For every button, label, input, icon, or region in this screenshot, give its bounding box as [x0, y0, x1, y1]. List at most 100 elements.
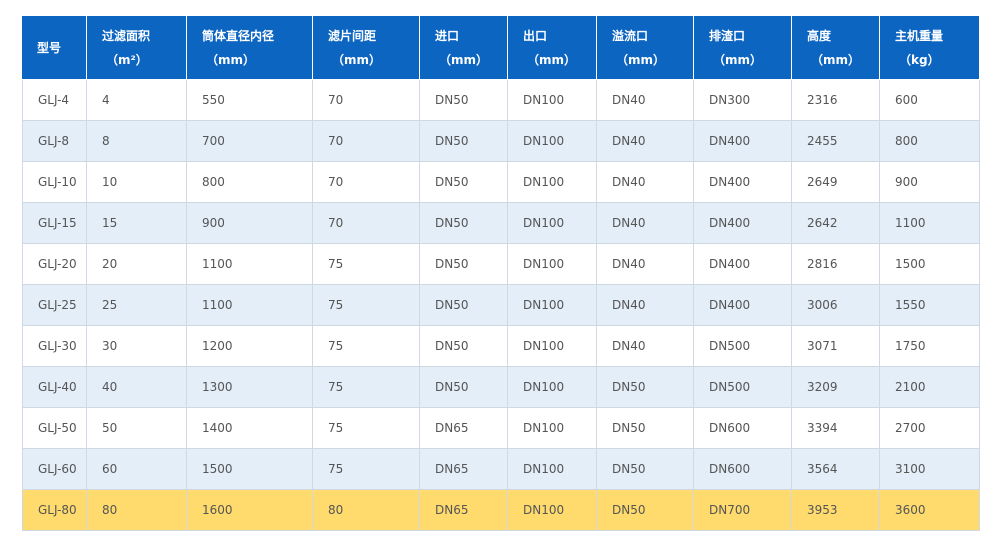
- table-cell: DN100: [508, 449, 597, 490]
- table-cell: DN100: [508, 80, 597, 121]
- table-cell: 75: [313, 449, 420, 490]
- table-cell: 10: [87, 162, 187, 203]
- table-cell: GLJ-30: [22, 326, 87, 367]
- table-cell: 2100: [880, 367, 980, 408]
- header-text: 型号: [37, 40, 62, 55]
- table-cell: DN100: [508, 203, 597, 244]
- table-cell: GLJ-8: [22, 121, 87, 162]
- table-cell: DN500: [694, 326, 792, 367]
- table-cell: DN600: [694, 408, 792, 449]
- table-cell: 1100: [880, 203, 980, 244]
- table-cell: 700: [187, 121, 313, 162]
- header-text: （mm）: [713, 52, 763, 67]
- table-cell: 3953: [792, 490, 880, 531]
- table-cell: GLJ-40: [22, 367, 87, 408]
- header-text: （mm）: [527, 52, 577, 67]
- table-cell: DN100: [508, 408, 597, 449]
- table-cell: DN300: [694, 80, 792, 121]
- header-text: 排渣口: [709, 28, 746, 43]
- table-cell: 4: [87, 80, 187, 121]
- table-cell: 70: [313, 121, 420, 162]
- table-cell: DN40: [597, 162, 694, 203]
- table-cell: 1750: [880, 326, 980, 367]
- header-text: （m²）: [106, 52, 148, 67]
- table-cell: 40: [87, 367, 187, 408]
- table-cell: 70: [313, 203, 420, 244]
- table-cell: DN100: [508, 121, 597, 162]
- header-cell: 主机重量 （kg）: [880, 16, 980, 80]
- table-cell: 1500: [187, 449, 313, 490]
- header-text: （kg）: [899, 52, 940, 67]
- header-cell: 型号: [22, 16, 87, 80]
- header-cell: 进口 （mm）: [420, 16, 508, 80]
- table-cell: DN50: [420, 203, 508, 244]
- table-cell: 75: [313, 326, 420, 367]
- table-cell: DN100: [508, 367, 597, 408]
- header-text: 高度: [807, 28, 832, 43]
- table-cell: 800: [187, 162, 313, 203]
- table-cell: DN65: [420, 490, 508, 531]
- table-cell: GLJ-15: [22, 203, 87, 244]
- table-cell: 2316: [792, 80, 880, 121]
- table-cell: 600: [880, 80, 980, 121]
- table-cell: GLJ-4: [22, 80, 87, 121]
- table-cell: DN65: [420, 449, 508, 490]
- table-cell: GLJ-60: [22, 449, 87, 490]
- table-cell: DN40: [597, 121, 694, 162]
- table-cell: 75: [313, 285, 420, 326]
- table-cell: 70: [313, 80, 420, 121]
- table-cell: DN50: [420, 80, 508, 121]
- table-cell: DN500: [694, 367, 792, 408]
- table-cell: 1100: [187, 285, 313, 326]
- table-cell: DN40: [597, 326, 694, 367]
- table-cell: DN100: [508, 162, 597, 203]
- header-cell: 高度 （mm）: [792, 16, 880, 80]
- table-cell: 75: [313, 244, 420, 285]
- table-cell: 20: [87, 244, 187, 285]
- header-text: 筒体直径内径: [202, 28, 275, 43]
- table-cell: 800: [880, 121, 980, 162]
- table-cell: DN100: [508, 285, 597, 326]
- table-cell: DN50: [420, 162, 508, 203]
- table-cell: 550: [187, 80, 313, 121]
- table-cell: DN50: [597, 490, 694, 531]
- table-cell: DN400: [694, 285, 792, 326]
- table-cell: 3006: [792, 285, 880, 326]
- table-cell: DN40: [597, 285, 694, 326]
- table-cell: 3394: [792, 408, 880, 449]
- table-cell: GLJ-20: [22, 244, 87, 285]
- table-cell: 1200: [187, 326, 313, 367]
- header-text: 进口: [435, 28, 460, 43]
- table-cell: DN50: [420, 285, 508, 326]
- header-text: （mm）: [616, 52, 666, 67]
- table-cell: DN50: [597, 449, 694, 490]
- table-cell: 25: [87, 285, 187, 326]
- table-cell: 3564: [792, 449, 880, 490]
- table-cell: 900: [187, 203, 313, 244]
- table-cell: 60: [87, 449, 187, 490]
- table-cell: DN50: [420, 367, 508, 408]
- header-text: 主机重量: [895, 28, 944, 43]
- header-text: （mm）: [206, 52, 256, 67]
- table-cell: 1300: [187, 367, 313, 408]
- table-cell: 15: [87, 203, 187, 244]
- table-cell: 1600: [187, 490, 313, 531]
- header-cell: 溢流口 （mm）: [597, 16, 694, 80]
- table-cell: 50: [87, 408, 187, 449]
- header-cell: 排渣口 （mm）: [694, 16, 792, 80]
- table-cell: 75: [313, 408, 420, 449]
- header-text: （mm）: [332, 52, 382, 67]
- header-text: （mm）: [811, 52, 861, 67]
- table-cell: 8: [87, 121, 187, 162]
- table-cell: DN400: [694, 244, 792, 285]
- table-cell: DN400: [694, 203, 792, 244]
- table-cell: 900: [880, 162, 980, 203]
- table-cell: DN100: [508, 490, 597, 531]
- header-cell: 过滤面积 （m²）: [87, 16, 187, 80]
- table-cell: 1400: [187, 408, 313, 449]
- table-cell: 1550: [880, 285, 980, 326]
- table-cell: DN40: [597, 244, 694, 285]
- header-text: 过滤面积: [102, 28, 151, 43]
- table-cell: DN50: [597, 408, 694, 449]
- table-cell: DN600: [694, 449, 792, 490]
